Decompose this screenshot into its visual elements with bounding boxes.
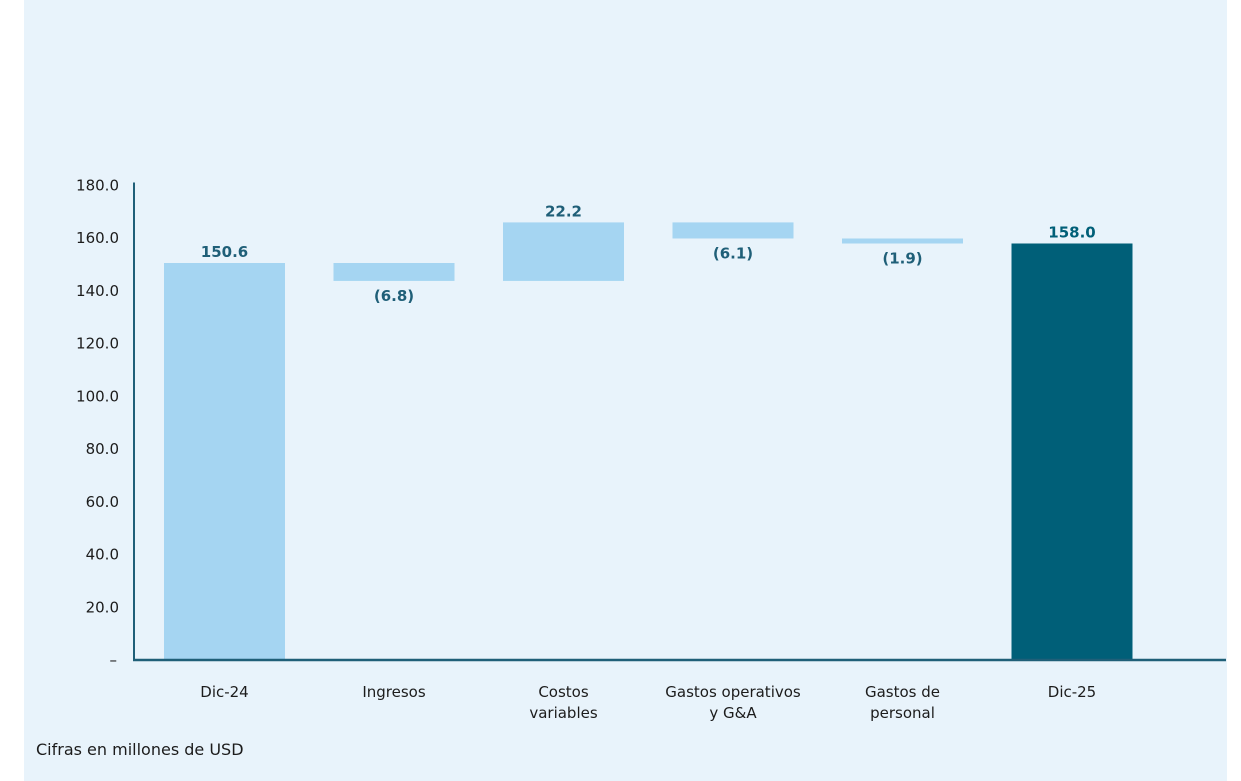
bar-5 <box>842 238 963 244</box>
category-label-1: Dic-24 <box>200 683 248 701</box>
bar-4 <box>672 222 794 239</box>
bar-1 <box>164 263 285 660</box>
y-tick-label-7: 140.0 <box>76 282 119 300</box>
bar-3 <box>503 222 624 281</box>
axes: – 20.0 40.0 60.0 80.0 100.0 120.0 140.0 160.0 180… <box>76 177 1226 669</box>
category-label-2: Ingresos <box>362 683 426 701</box>
data-label-1: 150.6 <box>201 243 248 261</box>
category-label-6: Dic-25 <box>1048 683 1096 701</box>
y-tick-label-1: 20.0 <box>86 598 119 616</box>
y-tick-label-6: 120.0 <box>76 335 119 353</box>
data-label-3: 22.2 <box>545 202 582 220</box>
bar-2 <box>333 263 455 281</box>
footnote: Cifras en millones de USD <box>36 740 244 759</box>
y-tick-label-8: 160.0 <box>76 229 119 247</box>
labels-layer: 150.6 Dic-24 (6.8) Ingresos 22.2 Costos variab… <box>200 202 1096 722</box>
y-tick-label-0: – <box>110 651 118 669</box>
y-tick-label-2: 40.0 <box>86 546 119 564</box>
data-label-5: (1.9) <box>882 249 922 267</box>
data-label-4: (6.1) <box>713 244 753 262</box>
category-label-4: Gastos operativos y G&A <box>665 683 801 722</box>
data-label-2: (6.8) <box>374 287 414 305</box>
category-label-3: Costos variables <box>529 683 598 722</box>
y-tick-label-4: 80.0 <box>86 440 119 458</box>
category-label-5: Gastos de personal <box>865 683 940 722</box>
y-tick-label-3: 60.0 <box>86 493 119 511</box>
data-label-6: 158.0 <box>1048 223 1095 241</box>
y-tick-label-9: 180.0 <box>76 177 119 195</box>
bars-layer <box>164 222 1133 660</box>
bar-6 <box>1011 243 1133 660</box>
y-tick-label-5: 100.0 <box>76 387 119 405</box>
